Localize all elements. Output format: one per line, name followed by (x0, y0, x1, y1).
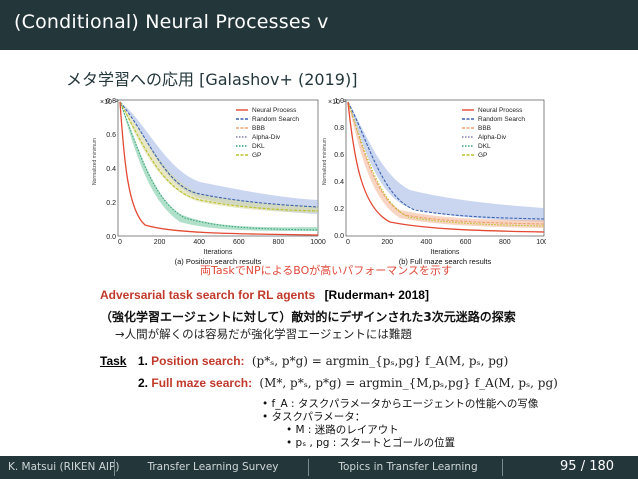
page-separator: / (580, 459, 586, 474)
slide-title: (Conditional) Neural Processes v (14, 11, 329, 33)
right-xtick: 1000 (536, 239, 546, 246)
legend-entry: GP (252, 152, 261, 159)
japanese-title: （強化学習エージェントに対して）敵対的にデザインされた3次元迷路の探索 (100, 310, 516, 324)
right-ytick: 0.4 (334, 179, 344, 186)
task-1: Task 1. Position search: (p*ₛ, p*g) = ar… (100, 354, 540, 368)
left-scale-label: ×10⁻² (100, 99, 119, 106)
current-page: 95 (560, 459, 577, 474)
left-ytick: 0.6 (106, 132, 116, 139)
right-ytick: 1.0 (334, 98, 344, 105)
page-number: 95 / 180 (560, 459, 614, 474)
legend-entry: BBB (478, 125, 491, 132)
right-ytick: 0.0 (334, 233, 344, 240)
full-maze-search-plot: ×10⁻² Normalized minimum 1.0 0.8 0.6 0.4 0.2… (322, 98, 546, 266)
footer-section: Topics in Transfer Learning (338, 461, 478, 473)
task1-number: 1. (137, 354, 148, 368)
task1-name: Position search: (151, 354, 245, 368)
left-xtick: 400 (193, 239, 205, 246)
legend-entry: Alpha-Div (252, 134, 281, 141)
legend-entry: Random Search (252, 116, 299, 123)
footer-bar: K. Matsui (RIKEN AIP) Transfer Learning … (0, 456, 638, 479)
bullet-task-params: • タスクパラメータ： (262, 411, 366, 423)
left-xtick: 600 (233, 239, 245, 246)
position-search-plot: ×10⁻² Normalized minimum 0.8 0.6 0.4 0.2 0.0… (92, 98, 326, 266)
task2-formula: (M*, p*ₛ, p*g) = argmin_{M,pₛ,pg} f_A(M,… (259, 376, 558, 390)
left-xtick: 200 (154, 239, 166, 246)
title-bar: (Conditional) Neural Processes v (0, 0, 638, 50)
arrow-note: →人間が解くのは容易だが強化学習エージェントには難題 (115, 327, 412, 341)
right-ylabel: Normalized minimum (322, 138, 328, 185)
bullet-maze: • M : 迷路のレイアウト (286, 424, 399, 436)
right-ytick: 0.2 (334, 206, 344, 213)
right-ytick: 0.6 (334, 152, 344, 159)
legend-entry: GP (478, 152, 487, 159)
left-ylabel: Normalized minimum (92, 138, 98, 185)
right-ytick: 0.8 (334, 125, 344, 132)
footer-author: K. Matsui (RIKEN AIP) (8, 461, 120, 473)
legend-entry: DKL (252, 143, 265, 150)
total-pages: 180 (589, 459, 615, 474)
legend-entry: Alpha-Div (478, 134, 507, 141)
legend-entry: Neural Process (252, 107, 297, 114)
right-legend: Neural Process Random Search BBB Alpha-Div D… (462, 107, 525, 159)
left-caption: (a) Position search results (175, 257, 262, 266)
task2-number: 2. (138, 376, 149, 390)
left-ytick: 0.2 (106, 200, 116, 207)
paper-title: Adversarial task search for RL agents (100, 288, 316, 302)
footer-talk: Transfer Learning Survey (147, 461, 279, 473)
left-ytick: 0.0 (106, 234, 116, 241)
paper-reference: Adversarial task search for RL agents [R… (100, 288, 429, 302)
legend-entry: Neural Process (478, 107, 523, 114)
right-xtick: 0 (346, 239, 350, 246)
task-2: 2. Full maze search: (M*, p*ₛ, p*g) = ar… (138, 376, 558, 390)
bullet-positions: • pₛ , pg : スタートとゴールの位置 (286, 437, 456, 449)
right-scale-label: ×10⁻² (328, 99, 347, 106)
left-xlabel: Iterations (204, 249, 233, 256)
bullet-fa: • f_A : タスクパラメータからエージェントの性能への写像 (262, 398, 539, 410)
right-xtick: 600 (460, 239, 472, 246)
result-note: 両TaskでNPによるBOが高いパフォーマンスを示す (200, 264, 453, 277)
left-ytick: 0.8 (106, 98, 116, 105)
section-subtitle: メタ学習への応用 [Galashov+ (2019)] (66, 70, 358, 89)
paper-citation: [Ruderman+ 2018] (324, 288, 429, 302)
bullet-list: • f_A : タスクパラメータからエージェントの性能への写像 • タスクパラメ… (262, 398, 538, 450)
task2-name: Full maze search: (151, 376, 253, 390)
left-xtick: 800 (273, 239, 285, 246)
left-legend: Neural Process Random Search BBB Alpha-Div D… (236, 107, 299, 159)
left-xtick: 1000 (310, 239, 326, 246)
left-ytick: 0.4 (106, 166, 116, 173)
right-xlabel: Iterations (431, 249, 460, 256)
right-xtick: 400 (421, 239, 433, 246)
right-caption: (b) Full maze search results (399, 257, 492, 266)
results-figure: ×10⁻² Normalized minimum 0.8 0.6 0.4 0.2 0.0… (92, 98, 546, 266)
task1-formula: (p*ₛ, p*g) = argmin_{pₛ,pg} f_A(M, pₛ, p… (251, 354, 509, 368)
left-xtick: 0 (118, 239, 122, 246)
task-label: Task (100, 354, 127, 368)
right-xtick: 800 (499, 239, 511, 246)
right-xtick: 200 (381, 239, 393, 246)
legend-entry: DKL (478, 143, 491, 150)
legend-entry: BBB (252, 125, 265, 132)
legend-entry: Random Search (478, 116, 525, 123)
